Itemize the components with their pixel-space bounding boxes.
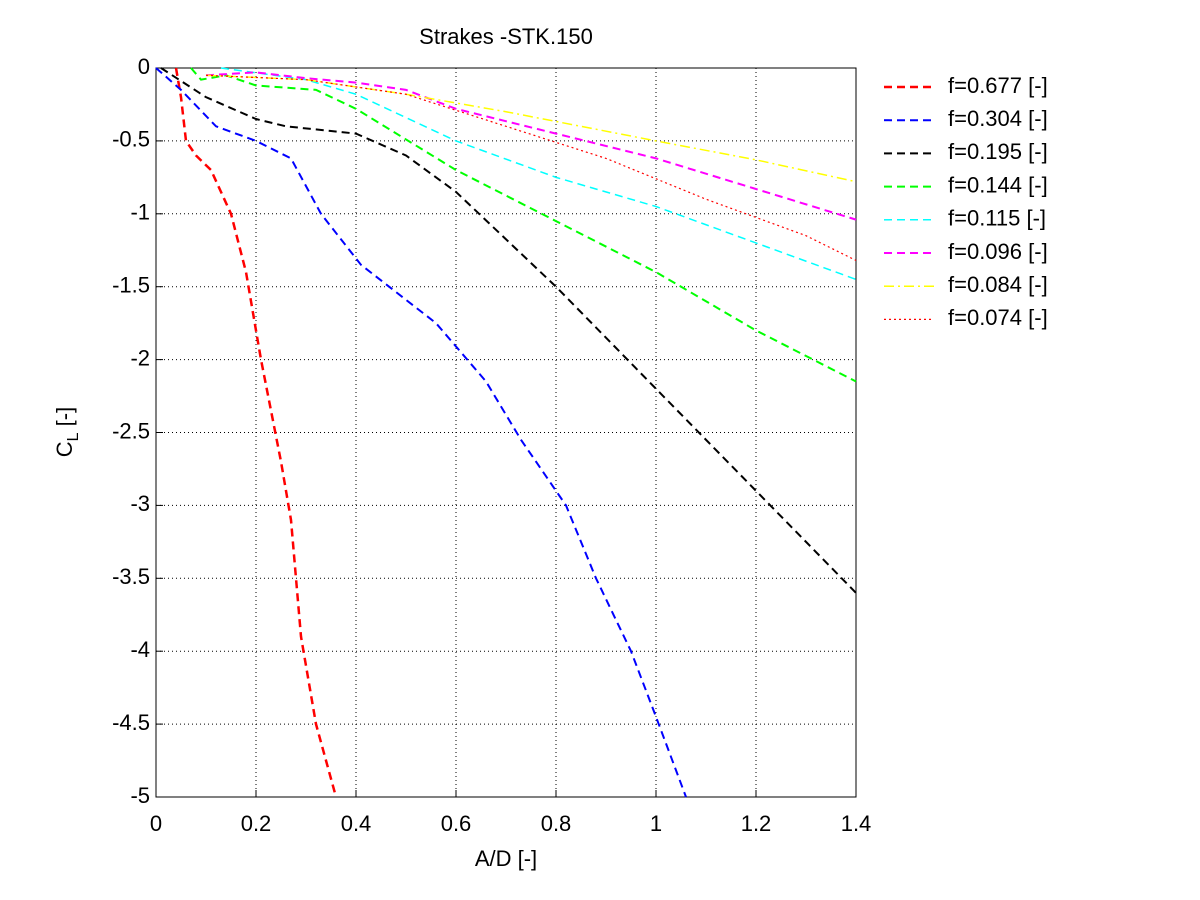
x-tick-label: 0.8: [541, 811, 572, 836]
legend-label: f=0.074 [-]: [948, 305, 1048, 330]
x-tick-label: 1.4: [841, 811, 872, 836]
legend-label: f=0.096 [-]: [948, 239, 1048, 264]
x-tick-label: 0: [150, 811, 162, 836]
y-tick-label: -1.5: [112, 273, 150, 298]
data-line: [220, 67, 857, 281]
x-tick-label: 1: [650, 811, 662, 836]
legend-label: f=0.677 [-]: [948, 73, 1048, 98]
y-label-sub: L: [65, 432, 82, 441]
data-line: [160, 67, 857, 594]
data-line: [155, 67, 687, 798]
legend-label: f=0.115 [-]: [948, 206, 1046, 231]
x-tick-label: 0.6: [441, 811, 472, 836]
chart-title: Strakes -STK.150: [419, 24, 593, 49]
y-tick-label: -0.5: [112, 127, 150, 152]
data-line: [190, 67, 857, 383]
x-tick-label: 1.2: [741, 811, 772, 836]
y-label-unit: [-]: [52, 407, 77, 433]
y-label-main: C: [52, 441, 77, 457]
legend-label: f=0.304 [-]: [948, 106, 1048, 131]
data-line: [174, 67, 338, 798]
y-tick-label: -3: [130, 491, 150, 516]
y-tick-label: -2.5: [112, 418, 150, 443]
y-tick-label: 0: [138, 54, 150, 79]
x-axis-label: A/D [-]: [475, 846, 537, 871]
y-axis-label: CL [-]: [52, 407, 82, 457]
y-tick-label: -1: [130, 200, 150, 225]
plot-frame: [155, 67, 857, 798]
legend-label: f=0.195 [-]: [948, 139, 1048, 164]
legend-label: f=0.084 [-]: [948, 272, 1048, 297]
y-tick-label: -5: [130, 783, 150, 808]
y-tick-label: -3.5: [112, 564, 150, 589]
y-tick-label: -4: [130, 637, 150, 662]
legend-label: f=0.144 [-]: [948, 172, 1048, 197]
y-tick-label: -2: [130, 345, 150, 370]
y-tick-label: -4.5: [112, 710, 150, 735]
x-tick-label: 0.2: [241, 811, 272, 836]
data-line: [205, 74, 857, 261]
x-tick-label: 0.4: [341, 811, 372, 836]
